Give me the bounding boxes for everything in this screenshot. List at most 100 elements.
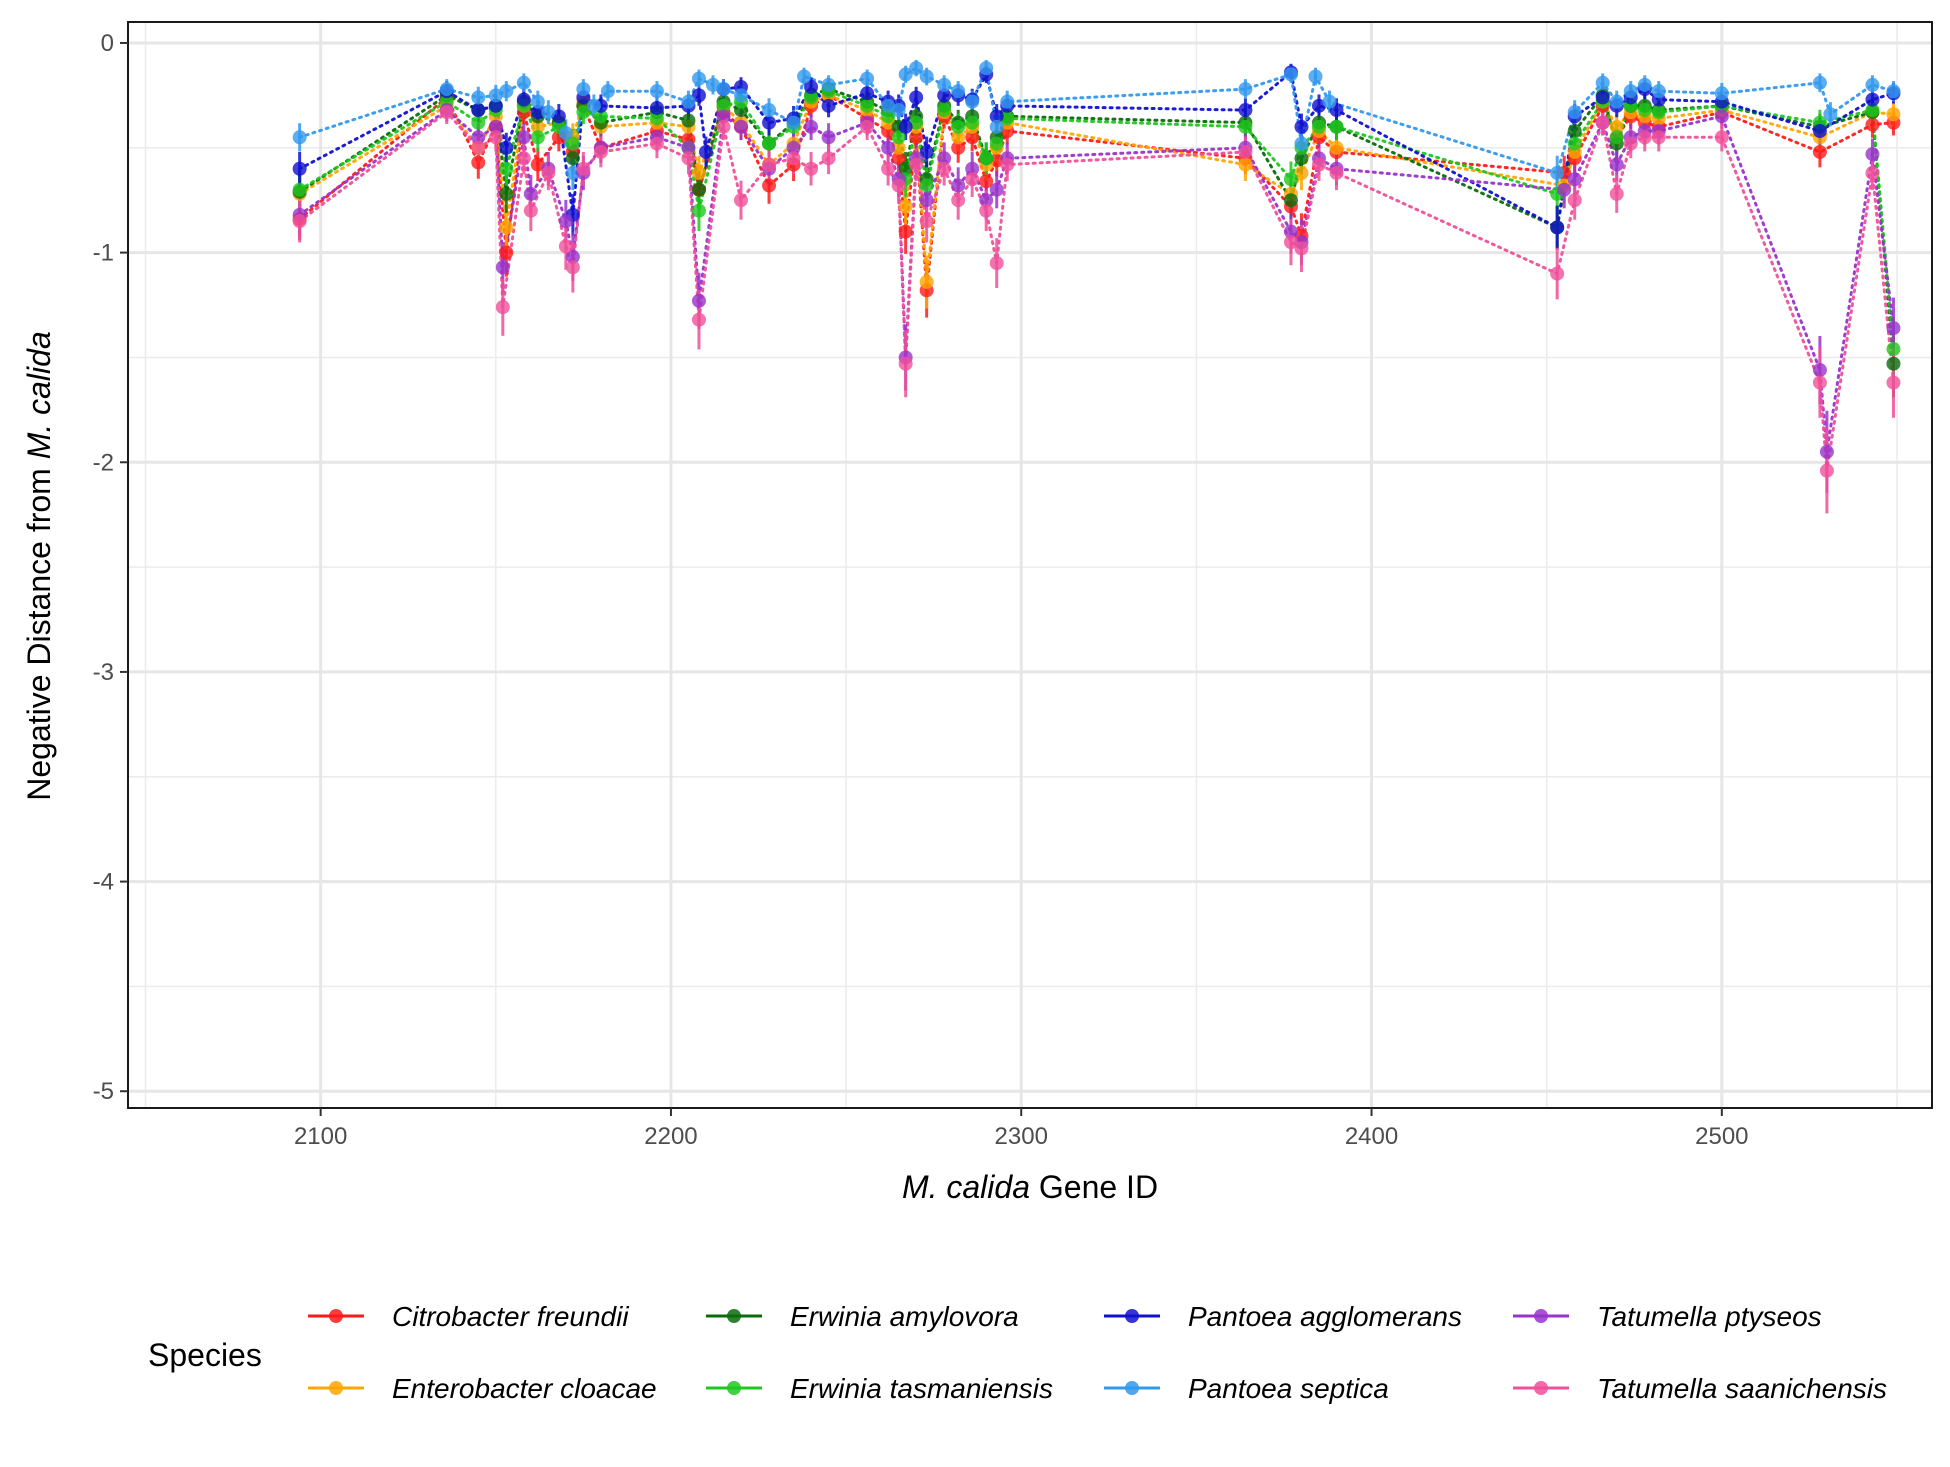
data-point bbox=[565, 165, 580, 180]
x-tick-label: 2200 bbox=[644, 1123, 697, 1150]
data-point bbox=[951, 84, 966, 99]
data-point bbox=[1714, 130, 1729, 145]
data-point bbox=[681, 140, 696, 155]
data-point bbox=[951, 140, 966, 155]
data-point bbox=[1623, 136, 1638, 151]
plot-panel-border bbox=[127, 21, 1933, 1109]
legend-key-point bbox=[329, 1381, 343, 1395]
data-point bbox=[965, 172, 980, 187]
y-tick-label: -4 bbox=[93, 869, 114, 896]
data-point bbox=[919, 193, 934, 208]
data-point bbox=[541, 165, 556, 180]
data-point bbox=[649, 84, 664, 99]
data-point bbox=[576, 105, 591, 120]
data-point bbox=[681, 94, 696, 109]
data-point bbox=[530, 130, 545, 145]
data-point bbox=[965, 161, 980, 176]
data-point bbox=[488, 98, 503, 113]
data-point bbox=[516, 130, 531, 145]
data-point bbox=[558, 239, 573, 254]
data-point bbox=[937, 88, 952, 103]
data-point bbox=[989, 182, 1004, 197]
data-point bbox=[762, 136, 777, 151]
data-point bbox=[804, 119, 819, 134]
legend-item: Pantoea agglomerans bbox=[1104, 1301, 1462, 1332]
data-point bbox=[762, 178, 777, 193]
data-point bbox=[979, 151, 994, 166]
data-point bbox=[1609, 130, 1624, 145]
data-point bbox=[909, 61, 924, 76]
data-point bbox=[691, 88, 706, 103]
data-point bbox=[586, 98, 601, 113]
data-point bbox=[891, 130, 906, 145]
legend-item: Tatumella ptyseos bbox=[1513, 1301, 1822, 1332]
data-point bbox=[1294, 119, 1309, 134]
legend-key-point bbox=[727, 1381, 741, 1395]
data-point bbox=[951, 130, 966, 145]
data-point bbox=[1329, 140, 1344, 155]
data-point bbox=[705, 77, 720, 92]
data-point bbox=[499, 245, 514, 260]
data-point bbox=[1550, 266, 1565, 281]
data-point bbox=[1812, 144, 1827, 159]
data-point bbox=[965, 94, 980, 109]
data-point bbox=[1322, 94, 1337, 109]
data-point bbox=[681, 151, 696, 166]
data-point bbox=[649, 111, 664, 126]
data-point bbox=[786, 115, 801, 130]
data-point bbox=[691, 293, 706, 308]
data-point bbox=[1886, 107, 1901, 122]
data-point bbox=[558, 126, 573, 141]
data-point bbox=[909, 90, 924, 105]
data-point bbox=[1812, 75, 1827, 90]
y-axis-ticks: 0 -1 -2 -3 -4 -5 bbox=[93, 30, 128, 1105]
x-axis-title-italic: M. calida bbox=[902, 1169, 1030, 1205]
data-point bbox=[860, 98, 875, 113]
data-point bbox=[881, 98, 896, 113]
data-point bbox=[919, 144, 934, 159]
data-point bbox=[1595, 75, 1610, 90]
data-point bbox=[516, 92, 531, 107]
data-point bbox=[989, 153, 1004, 168]
data-point bbox=[919, 214, 934, 229]
data-point bbox=[1886, 342, 1901, 357]
legend-label: Enterobacter cloacae bbox=[392, 1373, 657, 1404]
data-point bbox=[1865, 117, 1880, 132]
data-point bbox=[1595, 115, 1610, 130]
data-point bbox=[979, 174, 994, 189]
major-gridlines bbox=[128, 22, 1932, 1108]
data-point bbox=[716, 109, 731, 124]
data-point bbox=[1567, 136, 1582, 151]
data-point bbox=[516, 151, 531, 166]
data-point bbox=[495, 260, 510, 275]
data-point bbox=[1283, 193, 1298, 208]
x-axis-title-rest: Gene ID bbox=[1030, 1169, 1158, 1205]
data-point bbox=[821, 77, 836, 92]
legend-item: Erwinia tasmaniensis bbox=[706, 1373, 1053, 1404]
data-point bbox=[1294, 136, 1309, 151]
data-point bbox=[891, 140, 906, 155]
data-point bbox=[1567, 105, 1582, 120]
legend-item: Erwinia amylovora bbox=[706, 1301, 1019, 1332]
data-point bbox=[1567, 172, 1582, 187]
legend-label: Citrobacter freundii bbox=[392, 1301, 629, 1332]
legend-title: Species bbox=[148, 1337, 262, 1373]
data-point bbox=[937, 161, 952, 176]
data-point bbox=[1886, 356, 1901, 371]
data-point bbox=[909, 115, 924, 130]
data-point bbox=[523, 203, 538, 218]
data-point bbox=[558, 214, 573, 229]
data-point bbox=[1819, 444, 1834, 459]
y-tick-label: -1 bbox=[93, 240, 114, 267]
data-point bbox=[1609, 157, 1624, 172]
data-point bbox=[1238, 119, 1253, 134]
data-point bbox=[1238, 144, 1253, 159]
data-point bbox=[937, 77, 952, 92]
data-point bbox=[989, 119, 1004, 134]
data-point bbox=[1714, 109, 1729, 124]
data-point bbox=[1294, 151, 1309, 166]
data-point bbox=[1865, 147, 1880, 162]
data-point bbox=[898, 224, 913, 239]
data-point bbox=[1238, 103, 1253, 118]
